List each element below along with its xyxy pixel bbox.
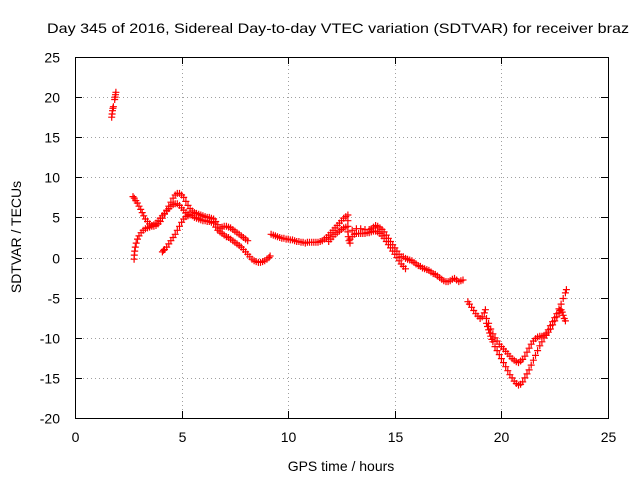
chart-title: Day 345 of 2016, Sidereal Day-to-day VTE…: [47, 20, 629, 36]
data-point: [532, 351, 539, 359]
data-point: [171, 230, 179, 238]
data-point: [525, 344, 533, 352]
data-points: [108, 88, 570, 389]
data-point: [483, 315, 490, 322]
data-point: [559, 295, 567, 302]
data-point: [527, 361, 535, 369]
data-point: [210, 219, 218, 227]
data-point: [112, 88, 120, 96]
data-point: [135, 202, 143, 210]
data-point: [561, 317, 569, 325]
data-point: [173, 226, 181, 234]
x-tick-label: 15: [388, 429, 404, 445]
x-tick-label: 20: [494, 429, 510, 445]
plot-frame: [75, 57, 609, 419]
data-point: [551, 317, 559, 325]
data-point: [176, 222, 183, 230]
data-point: [109, 103, 117, 111]
data-point: [132, 239, 140, 247]
data-point: [487, 325, 495, 333]
y-tick-label: 25: [44, 50, 60, 66]
data-point: [489, 330, 497, 338]
data-point: [493, 347, 501, 355]
data-point: [180, 193, 188, 201]
data-point: [502, 363, 510, 371]
data-point: [160, 246, 167, 254]
data-point: [523, 370, 531, 378]
x-tick-label: 25: [601, 429, 617, 445]
data-point: [561, 289, 569, 297]
data-point: [534, 347, 542, 355]
data-point: [485, 319, 493, 327]
tick-labels: 0 5 10 15 20 25 25 20 15 10 5 0 -5 -10 -15 -20: [40, 50, 617, 446]
data-point: [558, 308, 566, 316]
data-point: [523, 348, 531, 356]
data-point: [546, 325, 554, 333]
data-point: [491, 343, 499, 351]
data-point: [184, 212, 192, 220]
data-point: [182, 197, 190, 205]
data-point: [521, 352, 529, 360]
data-point: [486, 329, 494, 337]
y-tick-label: -5: [48, 291, 61, 307]
y-tick-label: -10: [40, 331, 60, 347]
data-point: [562, 286, 570, 294]
data-point: [497, 355, 505, 363]
data-point: [357, 225, 365, 233]
x-axis-label: GPS time / hours: [288, 458, 395, 474]
data-point: [480, 309, 488, 317]
x-tick-label: 10: [281, 429, 297, 445]
data-point: [495, 351, 503, 359]
y-tick-label: 5: [52, 210, 60, 226]
data-point: [504, 367, 512, 375]
data-point: [131, 243, 139, 251]
y-tick-label: 15: [44, 130, 60, 146]
data-point: [348, 226, 356, 234]
x-tick-label: 5: [179, 429, 187, 445]
x-tick-label: 0: [72, 429, 80, 445]
data-point: [133, 199, 141, 207]
data-point: [559, 311, 567, 319]
data-point: [481, 306, 489, 314]
y-tick-label: -15: [40, 371, 60, 387]
data-point: [137, 205, 145, 213]
y-tick-label: 20: [44, 90, 60, 106]
data-point: [478, 313, 486, 321]
data-point: [266, 252, 274, 260]
data-point: [553, 313, 561, 321]
data-point: [529, 356, 537, 364]
data-point: [521, 374, 529, 382]
data-point: [549, 321, 557, 329]
axis-ticks: [75, 57, 609, 419]
data-point: [244, 237, 252, 245]
y-axis-label: SDTVAR / TECUs: [8, 181, 24, 293]
y-tick-label: -20: [40, 411, 60, 427]
y-tick-label: 10: [44, 170, 60, 186]
data-point: [536, 342, 544, 350]
data-point: [459, 276, 467, 284]
data-point: [140, 212, 148, 220]
data-point: [489, 338, 497, 346]
data-point: [519, 378, 527, 386]
data-point: [500, 359, 507, 367]
data-point: [134, 235, 141, 243]
data-point: [138, 209, 146, 217]
y-tick-label: 0: [52, 251, 60, 267]
data-point: [402, 265, 409, 273]
data-point: [525, 366, 533, 374]
data-point: [265, 254, 273, 262]
data-point: [129, 193, 137, 201]
